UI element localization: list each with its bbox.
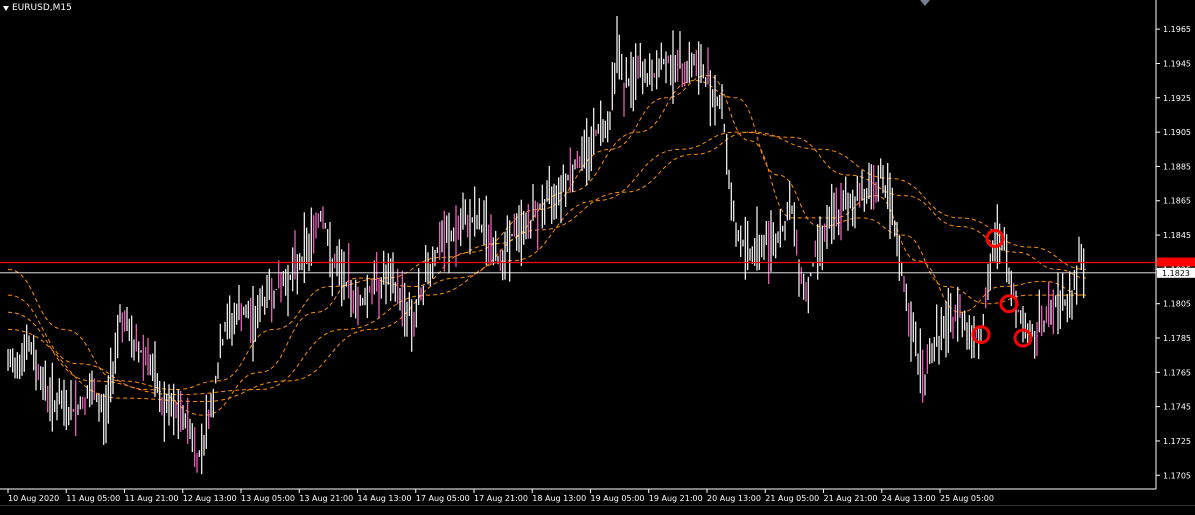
time-axis: 10 Aug 2020 11 Aug 05:00 11 Aug 21:00 12 Au… [7, 489, 994, 503]
horizontal-line-price-box [1157, 257, 1195, 267]
moving-averages [7, 74, 1087, 416]
chart-tabs-strip [0, 505, 1195, 515]
y-tick-label: 1.1865 [1163, 197, 1191, 206]
x-tick-label: 10 Aug 2020 [8, 494, 59, 503]
x-tick-label: 12 Aug 13:00 [183, 494, 237, 503]
circle-marker-3 [999, 294, 1019, 314]
y-tick-label: 1.1705 [1163, 471, 1191, 480]
moving-average-line-4 [7, 131, 1087, 403]
x-tick-label: 18 Aug 13:00 [532, 494, 586, 503]
axis-frame [0, 0, 1157, 490]
moving-average-line-3 [7, 131, 1087, 396]
circle-marker-4 [1013, 328, 1033, 348]
x-tick-label: 19 Aug 05:00 [591, 494, 645, 503]
x-tick-label: 19 Aug 21:00 [649, 494, 703, 503]
y-tick-label: 1.1745 [1163, 403, 1191, 412]
y-tick-label: 1.1785 [1163, 334, 1191, 343]
x-tick-label: 17 Aug 21:00 [474, 494, 528, 503]
circle-marker-2 [985, 228, 1005, 248]
circle-markers [971, 228, 1033, 348]
x-tick-label: 24 Aug 13:00 [882, 494, 936, 503]
x-tick-label: 20 Aug 13:00 [707, 494, 761, 503]
price-axis: 1.1965 1.1945 1.1925 1.1905 1.1885 1.1865 1.18… [1156, 25, 1195, 480]
current-price-box [1157, 267, 1195, 278]
horizontal-lines [0, 261, 1156, 274]
x-tick-label: 21 Aug 05:00 [765, 494, 819, 503]
y-tick-label: 1.1945 [1163, 59, 1191, 68]
x-tick-label: 14 Aug 13:00 [358, 494, 412, 503]
y-tick-label: 1.1885 [1163, 162, 1191, 171]
moving-average-line-1 [7, 80, 1086, 391]
y-tick-label: 1.1845 [1163, 231, 1191, 240]
x-tick-label: 11 Aug 21:00 [125, 494, 179, 503]
chart-title: EURUSD,M15 [12, 3, 72, 13]
y-tick-label: 1.1925 [1163, 94, 1191, 103]
y-tick-label: 1.1805 [1163, 300, 1191, 309]
x-tick-label: 13 Aug 21:00 [299, 494, 353, 503]
y-tick-label: 1.1905 [1163, 128, 1191, 137]
y-tick-label: 1.1725 [1163, 437, 1191, 446]
current-price-label: 1.1823 [1162, 269, 1190, 278]
x-tick-label: 13 Aug 05:00 [241, 494, 295, 503]
y-tick-label: 1.1965 [1163, 25, 1191, 34]
moving-average-line-2 [7, 74, 1087, 416]
circle-marker-1 [971, 325, 991, 345]
y-tick-label: 1.1765 [1163, 368, 1191, 377]
dropdown-arrow-icon[interactable] [3, 6, 9, 11]
chart-shift-marker-icon[interactable] [920, 0, 930, 6]
x-tick-label: 21 Aug 21:00 [824, 494, 878, 503]
x-tick-label: 17 Aug 05:00 [416, 494, 470, 503]
x-tick-label: 11 Aug 05:00 [66, 494, 120, 503]
price-series [7, 16, 1085, 475]
x-tick-label: 25 Aug 05:00 [940, 494, 994, 503]
